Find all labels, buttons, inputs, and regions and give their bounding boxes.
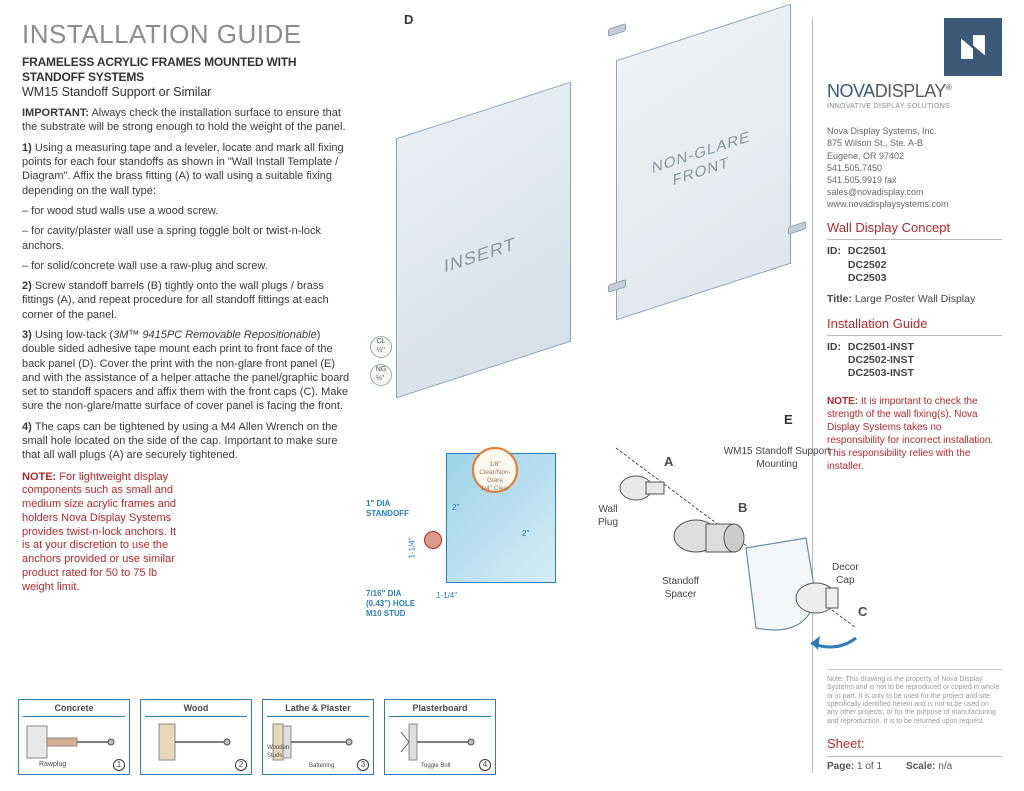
standoff-detail-diagram: 1/8" Clear/Non-Glare 1/4" Clear 1" DIA S… [366, 443, 566, 623]
title-value: Large Poster Wall Display [852, 293, 975, 305]
anchor-wood: Wood 2 [140, 699, 252, 775]
brand-display: DISPLAY [875, 81, 946, 101]
ex-cap: Decor Cap [832, 562, 859, 587]
dim-2b: 2" [522, 529, 529, 539]
step-4: 4) The caps can be tightened by using a … [22, 420, 352, 463]
step-3: 3) Using low-tack (3M™ 9415PC Removable … [22, 328, 352, 414]
copyright-footnote: Note: This drawing is the property of No… [827, 669, 1002, 726]
anchor-number: 3 [357, 759, 369, 771]
step3-num: 3) [22, 329, 35, 341]
ex-wallplug: Wall Plug [598, 504, 618, 529]
anchor-concrete: Concrete Rawplug 1 [18, 699, 130, 775]
exploded-diagram: WM15 Standoff Support Mounting [556, 438, 886, 668]
important-label: IMPORTANT: [22, 107, 89, 119]
anchor-label: Rawplug [39, 761, 66, 770]
ex-spacer: Standoff Spacer [662, 576, 699, 601]
dim-dia: 1" DIA STANDOFF [366, 499, 409, 519]
important-note: IMPORTANT: Always check the installation… [22, 106, 352, 135]
subtitle-line2: WM15 Standoff Support or Similar [22, 85, 352, 101]
dim-2a: 2" [452, 503, 459, 513]
center-column: D E INSERT NON-GLARE FRONT CL ¼" NG ⅛" 1… [366, 18, 798, 773]
logo-icon [944, 18, 1002, 76]
scale-value: n/a [936, 761, 953, 772]
anchor-sketch-icon [147, 722, 243, 762]
anchor-plasterboard: Plasterboard Toggle Bolt 4 [384, 699, 496, 775]
panel-insert [396, 82, 571, 399]
peg-icon [608, 23, 626, 37]
ex-B: B [738, 500, 747, 516]
step1-text: Using a measuring tape and a leveler, lo… [22, 142, 344, 197]
anchor-sketch-icon [25, 722, 121, 762]
step2-text: Screw standoff barrels (B) tightly onto … [22, 280, 329, 321]
sheet-row: Page: 1 of 1 Scale: n/a [827, 761, 1002, 774]
page-value: 1 of 1 [854, 761, 882, 772]
anchor-title: Wood [145, 703, 247, 717]
note-red-head: NOTE: [22, 471, 56, 483]
label-D: D [404, 12, 413, 28]
step1-num: 1) [22, 142, 35, 154]
step3a: Using low-tack ( [35, 329, 113, 341]
instructions: IMPORTANT: Always check the installation… [22, 106, 352, 463]
dim-114b: 1-1/4" [436, 591, 457, 601]
exploded-svg [556, 438, 886, 668]
anchor-label2: Battening [309, 763, 334, 771]
dim-hole: 7/16" DIA (0.43") HOLE M10 STUD [366, 589, 415, 619]
step4-num: 4) [22, 421, 35, 433]
step2-num: 2) [22, 280, 35, 292]
sheet-heading: Sheet: [827, 736, 1002, 756]
anchor-number: 4 [479, 759, 491, 771]
step4-text: The caps can be tightened by using a M4 … [22, 421, 338, 462]
anchor-types-row: Concrete Rawplug 1 Wood 2 Lathe & Plaste… [18, 699, 496, 775]
label-E: E [784, 412, 793, 428]
dim-114a: 1-1/4" [408, 537, 418, 558]
anchor-number: 1 [113, 759, 125, 771]
anchor-title: Lathe & Plaster [267, 703, 369, 717]
anchor-number: 2 [235, 759, 247, 771]
scale-label: Scale: [906, 761, 935, 772]
thickness-callout-ring: 1/8" Clear/Non-Glare 1/4" Clear [472, 447, 518, 493]
page-title: INSTALLATION GUIDE [22, 18, 352, 51]
bullet-wood: – for wood stud walls use a wood screw. [22, 204, 352, 218]
page-label: Page: [827, 761, 854, 772]
note-red-body: For lightweight display components such … [22, 471, 176, 593]
ring2: 1/4" Clear [474, 485, 516, 493]
note-and-detail-row: NOTE: For lightweight display components… [22, 471, 352, 595]
page: INSTALLATION GUIDE FRAMELESS ACRYLIC FRA… [0, 0, 1024, 791]
hole-icon [424, 531, 442, 549]
ex-A: A [664, 454, 673, 470]
bullet-cavity: – for cavity/plaster wall use a spring t… [22, 224, 352, 253]
bullet-concrete: – for solid/concrete wall use a raw-plug… [22, 259, 352, 273]
anchor-label: Wooden Studs [267, 745, 289, 760]
left-column: INSTALLATION GUIDE FRAMELESS ACRYLIC FRA… [22, 18, 352, 773]
note-red: NOTE: For lightweight display components… [22, 471, 187, 595]
step-1: 1) Using a measuring tape and a leveler,… [22, 141, 352, 198]
anchor-sketch-icon [391, 722, 487, 762]
anchor-title: Plasterboard [389, 703, 491, 717]
subtitle-line1: FRAMELESS ACRYLIC FRAMES MOUNTED WITH ST… [22, 55, 352, 85]
step3b: ) double sided adhesive tape mount each … [22, 329, 349, 412]
anchor-lathe: Lathe & Plaster Wooden Studs Battening 3 [262, 699, 374, 775]
anchor-title: Concrete [23, 703, 125, 717]
bubble-ng: NG ⅛" [370, 364, 392, 386]
step-2: 2) Screw standoff barrels (B) tightly on… [22, 279, 352, 322]
bubble-cl: CL ¼" [370, 336, 392, 358]
anchor-label: Toggle Bolt [421, 763, 451, 771]
step3-em: 3M™ 9415PC Removable Repositionable [113, 329, 317, 341]
ring1: 1/8" Clear/Non-Glare [474, 461, 516, 485]
ex-C: C [858, 604, 867, 620]
isometric-diagram: D E INSERT NON-GLARE FRONT CL ¼" NG ⅛" [356, 14, 866, 444]
